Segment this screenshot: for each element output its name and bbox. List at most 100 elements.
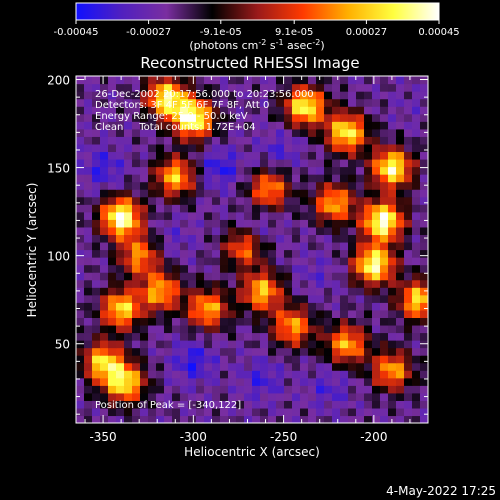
heatmap-cell — [204, 347, 213, 356]
heatmap-cell — [140, 174, 149, 183]
heatmap-cell — [260, 370, 269, 379]
heatmap-cell — [324, 174, 333, 183]
heatmap-cell — [380, 113, 389, 122]
heatmap-cell — [396, 158, 405, 168]
heatmap-cell — [380, 204, 389, 213]
heatmap-cell — [236, 249, 245, 258]
heatmap-cell — [188, 158, 197, 168]
heatmap-cell — [420, 264, 428, 273]
peak-position-label: Position of Peak = [-340,122] — [95, 400, 241, 411]
heatmap-cell — [276, 91, 285, 100]
heatmap-cell — [140, 347, 149, 356]
heatmap-cell — [380, 151, 389, 160]
heatmap-cell — [116, 370, 125, 379]
heatmap-cell — [148, 98, 157, 107]
heatmap-cell — [292, 204, 301, 213]
heatmap-cell — [364, 98, 373, 107]
heatmap-cell — [132, 76, 141, 85]
heatmap-cell — [188, 241, 197, 251]
heatmap-cell — [172, 355, 181, 364]
heatmap-cell — [300, 302, 309, 311]
heatmap-cell — [316, 241, 325, 251]
heatmap-cell — [76, 113, 85, 122]
heatmap-cell — [308, 121, 317, 130]
heatmap-cell — [396, 226, 405, 236]
heatmap-cell — [268, 166, 277, 175]
heatmap-cell — [76, 219, 85, 228]
heatmap-cell — [308, 226, 317, 236]
heatmap-cell — [156, 249, 165, 258]
heatmap-cell — [108, 264, 117, 273]
heatmap-cell — [292, 317, 301, 326]
heatmap-cell — [196, 294, 205, 303]
heatmap-cell — [372, 98, 381, 107]
heatmap-cell — [220, 128, 229, 137]
heatmap-cell — [420, 128, 428, 137]
heatmap-cell — [108, 294, 117, 303]
heatmap-cell — [140, 226, 149, 236]
heatmap-cell — [188, 143, 197, 153]
heatmap-cell — [340, 143, 349, 153]
heatmap-cell — [300, 355, 309, 364]
heatmap-cell — [420, 189, 428, 198]
heatmap-cell — [220, 294, 229, 303]
heatmap-cell — [268, 370, 277, 379]
heatmap-cell — [340, 317, 349, 326]
heatmap-cell — [84, 362, 93, 371]
heatmap-cell — [284, 241, 293, 251]
heatmap-cell — [76, 264, 85, 273]
heatmap-cell — [348, 136, 357, 145]
heatmap-cell — [244, 83, 253, 92]
heatmap-cell — [316, 407, 325, 417]
heatmap-cell — [356, 355, 365, 364]
heatmap-cell — [188, 287, 197, 296]
heatmap-cell — [364, 302, 373, 311]
heatmap-cell — [124, 181, 133, 190]
heatmap-cell — [132, 249, 141, 258]
heatmap-cell — [308, 91, 317, 100]
heatmap-cell — [228, 158, 237, 168]
heatmap-cell — [284, 91, 293, 100]
heatmap-cell — [244, 415, 253, 423]
heatmap-cell — [364, 143, 373, 153]
heatmap-cell — [372, 166, 381, 175]
heatmap-cell — [388, 143, 397, 153]
heatmap-cell — [236, 370, 245, 379]
y-tick-label: 200 — [47, 74, 70, 88]
heatmap-cell — [340, 279, 349, 288]
heatmap-cell — [316, 279, 325, 288]
heatmap-cell — [140, 324, 149, 334]
heatmap-cell — [268, 347, 277, 356]
heatmap-cell — [276, 83, 285, 92]
heatmap-cell — [308, 98, 317, 107]
heatmap-cell — [348, 407, 357, 417]
heatmap-cell — [380, 98, 389, 107]
heatmap-cell — [420, 272, 428, 281]
heatmap-cell — [172, 362, 181, 371]
heatmap-cell — [188, 324, 197, 334]
heatmap-cell — [316, 204, 325, 213]
heatmap-cell — [284, 272, 293, 281]
heatmap-cell — [116, 106, 125, 115]
heatmap-cell — [412, 189, 421, 198]
heatmap-cell — [404, 143, 413, 153]
heatmap-cell — [300, 257, 309, 266]
heatmap-cell — [284, 392, 293, 401]
heatmap-cell — [340, 226, 349, 236]
heatmap-cell — [156, 91, 165, 100]
heatmap-cell — [108, 91, 117, 100]
heatmap-cell — [212, 151, 221, 160]
heatmap-cell — [388, 241, 397, 251]
heatmap-cell — [220, 377, 229, 386]
heatmap-cell — [300, 189, 309, 198]
heatmap-cell — [108, 355, 117, 364]
heatmap-cell — [300, 317, 309, 326]
heatmap-cell — [284, 355, 293, 364]
heatmap-cell — [156, 113, 165, 122]
heatmap-cell — [140, 158, 149, 168]
heatmap-cell — [308, 264, 317, 273]
heatmap-cell — [244, 287, 253, 296]
heatmap-cell — [252, 234, 261, 243]
heatmap-cell — [108, 83, 117, 92]
heatmap-cell — [332, 189, 341, 198]
